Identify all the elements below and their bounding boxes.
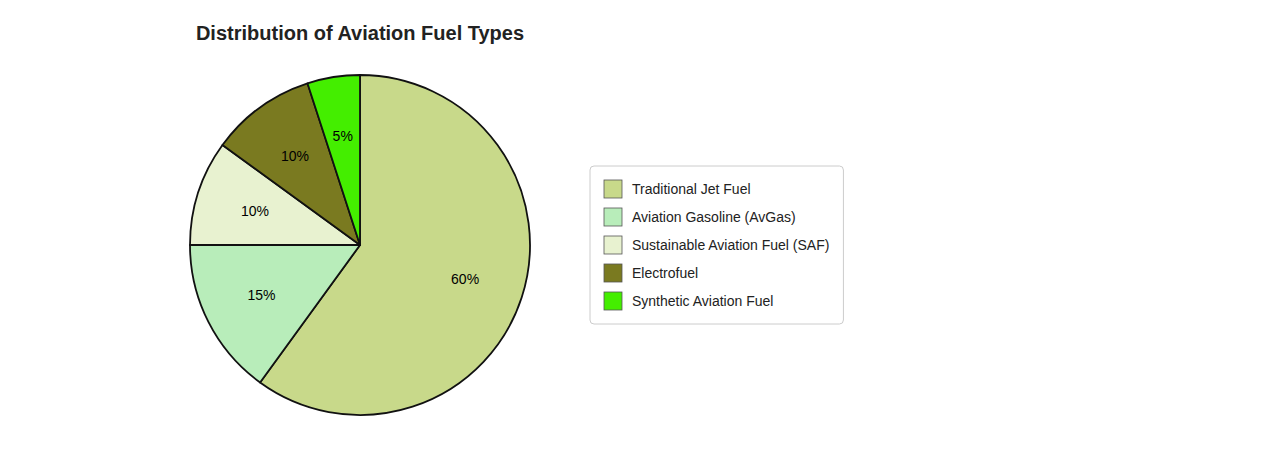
legend-entry: Sustainable Aviation Fuel (SAF): [632, 237, 829, 253]
chart: Distribution of Aviation Fuel Types 60% 15…: [0, 0, 1280, 450]
data-label: 10%: [241, 203, 269, 219]
legend-swatch: [604, 236, 622, 254]
slice: [190, 245, 360, 383]
data-label: 5%: [333, 128, 353, 144]
slice: [307, 75, 360, 245]
data-label: 60%: [451, 271, 479, 287]
slices: [190, 75, 530, 415]
legend-swatch: [604, 208, 622, 226]
title: Distribution of Aviation Fuel Types: [196, 22, 524, 44]
data-label: 10%: [281, 148, 309, 164]
legend-swatch: [604, 292, 622, 310]
legend-swatch: [604, 180, 622, 198]
legend-entry: Synthetic Aviation Fuel: [632, 293, 773, 309]
data-labels: 60% 15% 10% 10% 5%: [241, 128, 479, 303]
legend-frame: [590, 166, 843, 324]
legend-entry: Electrofuel: [632, 265, 698, 281]
data-label: 15%: [248, 287, 276, 303]
legend-entry: Aviation Gasoline (AvGas): [632, 209, 796, 225]
legend-swatch: [604, 264, 622, 282]
legend: Traditional Jet Fuel Aviation Gasoline (A…: [590, 166, 843, 324]
legend-entry: Traditional Jet Fuel: [632, 181, 751, 197]
